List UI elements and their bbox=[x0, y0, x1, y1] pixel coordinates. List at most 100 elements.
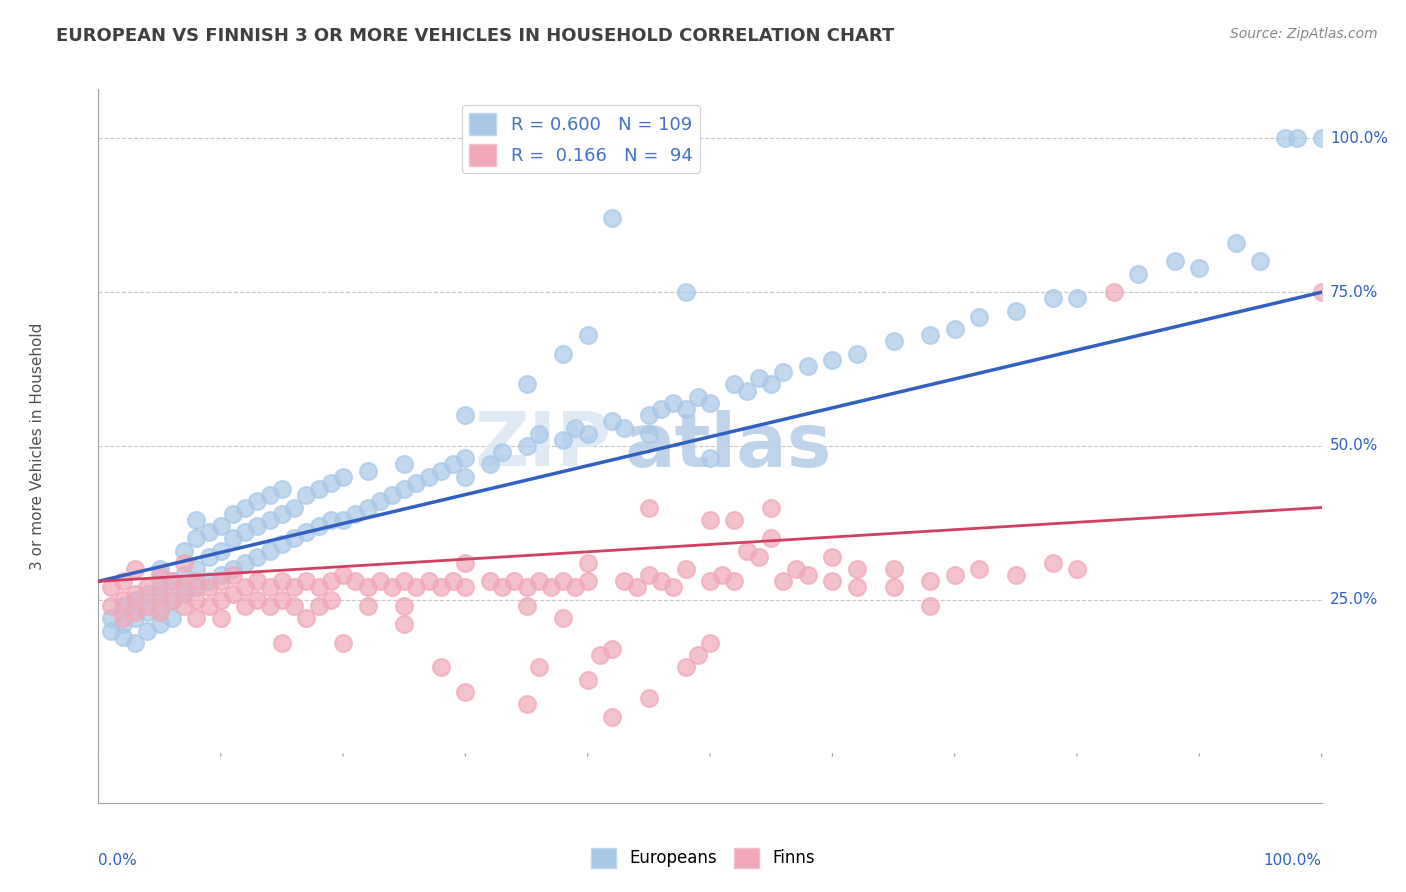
Point bbox=[344, 507, 367, 521]
Point bbox=[259, 581, 281, 595]
Point bbox=[136, 605, 159, 619]
Point bbox=[368, 574, 391, 589]
Point bbox=[356, 581, 378, 595]
Point bbox=[883, 334, 905, 349]
Point bbox=[920, 328, 942, 343]
Point bbox=[332, 469, 354, 483]
Point bbox=[186, 531, 208, 545]
Point bbox=[454, 581, 477, 595]
Point bbox=[283, 599, 305, 613]
Point bbox=[111, 599, 134, 613]
Point bbox=[173, 568, 195, 582]
Point bbox=[136, 581, 159, 595]
Point bbox=[735, 384, 758, 398]
Point bbox=[576, 574, 599, 589]
Text: 100.0%: 100.0% bbox=[1330, 131, 1388, 146]
Point bbox=[222, 587, 245, 601]
Point bbox=[111, 630, 134, 644]
Point bbox=[392, 574, 416, 589]
Point bbox=[319, 475, 342, 490]
Point bbox=[564, 581, 586, 595]
Point bbox=[967, 562, 990, 576]
Point bbox=[699, 636, 721, 650]
Point bbox=[100, 624, 122, 638]
Point bbox=[441, 574, 464, 589]
Point bbox=[173, 599, 195, 613]
Point bbox=[392, 458, 416, 472]
Point bbox=[186, 574, 208, 589]
Point bbox=[1274, 131, 1296, 145]
Point bbox=[270, 574, 294, 589]
Point bbox=[100, 599, 122, 613]
Point bbox=[197, 599, 219, 613]
Point bbox=[319, 592, 342, 607]
Point bbox=[576, 426, 599, 441]
Point bbox=[613, 420, 636, 434]
Point bbox=[295, 525, 318, 540]
Point bbox=[1066, 562, 1088, 576]
Point bbox=[392, 617, 416, 632]
Point bbox=[1225, 235, 1247, 250]
Point bbox=[319, 513, 342, 527]
Point bbox=[1188, 260, 1211, 275]
Point bbox=[540, 581, 562, 595]
Point bbox=[270, 592, 294, 607]
Point bbox=[1042, 556, 1064, 570]
Point bbox=[553, 347, 575, 361]
Point bbox=[270, 537, 294, 551]
Point bbox=[761, 377, 783, 392]
Point bbox=[209, 611, 232, 625]
Point bbox=[222, 507, 245, 521]
Point bbox=[503, 574, 526, 589]
Point bbox=[160, 574, 183, 589]
Point bbox=[222, 568, 245, 582]
Text: atlas: atlas bbox=[624, 409, 832, 483]
Text: ZIP: ZIP bbox=[475, 409, 612, 483]
Point bbox=[699, 451, 721, 466]
Point bbox=[160, 592, 183, 607]
Point bbox=[662, 581, 685, 595]
Point bbox=[967, 310, 990, 324]
Point bbox=[454, 469, 477, 483]
Point bbox=[344, 574, 367, 589]
Point bbox=[1004, 303, 1026, 318]
Point bbox=[149, 599, 172, 613]
Point bbox=[392, 599, 416, 613]
Point bbox=[136, 587, 159, 601]
Point bbox=[845, 347, 868, 361]
Point bbox=[186, 592, 208, 607]
Point bbox=[332, 636, 354, 650]
Point bbox=[637, 691, 661, 706]
Point bbox=[650, 574, 672, 589]
Point bbox=[308, 519, 330, 533]
Point bbox=[173, 581, 195, 595]
Point bbox=[613, 574, 636, 589]
Point bbox=[283, 500, 305, 515]
Point bbox=[454, 451, 477, 466]
Point bbox=[246, 519, 269, 533]
Point bbox=[332, 513, 354, 527]
Point bbox=[761, 500, 783, 515]
Point bbox=[356, 599, 378, 613]
Point bbox=[233, 525, 256, 540]
Point bbox=[160, 592, 183, 607]
Point bbox=[124, 587, 146, 601]
Point bbox=[637, 568, 661, 582]
Point bbox=[637, 500, 661, 515]
Point bbox=[197, 525, 219, 540]
Point bbox=[430, 660, 453, 674]
Point bbox=[186, 513, 208, 527]
Point bbox=[418, 574, 440, 589]
Point bbox=[149, 587, 172, 601]
Text: 50.0%: 50.0% bbox=[1330, 439, 1378, 453]
Point bbox=[735, 543, 758, 558]
Point bbox=[845, 581, 868, 595]
Point bbox=[1310, 131, 1333, 145]
Point bbox=[576, 673, 599, 687]
Point bbox=[785, 562, 807, 576]
Point bbox=[821, 549, 844, 564]
Text: 75.0%: 75.0% bbox=[1330, 285, 1378, 300]
Point bbox=[589, 648, 612, 662]
Point bbox=[723, 513, 745, 527]
Point bbox=[686, 390, 709, 404]
